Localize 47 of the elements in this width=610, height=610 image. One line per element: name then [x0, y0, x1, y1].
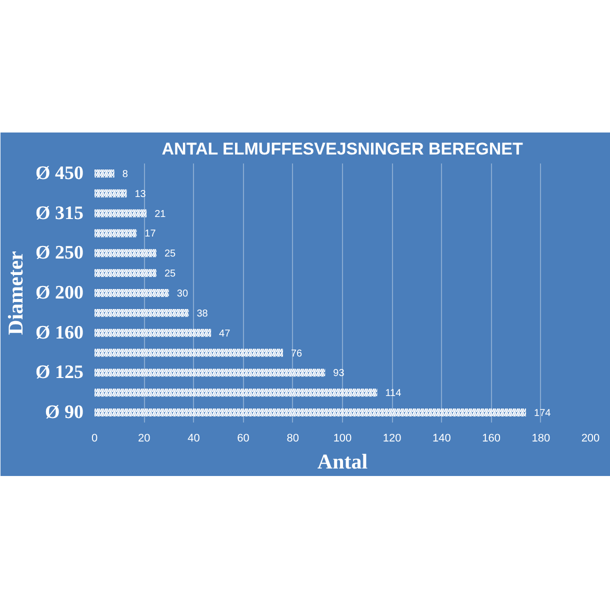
- bar: [94, 368, 326, 377]
- bar: [94, 388, 378, 397]
- bar: [94, 269, 156, 278]
- bar: [94, 408, 526, 417]
- data-label: 25: [164, 248, 176, 260]
- data-label: 21: [154, 208, 166, 220]
- x-tick-label: 200: [581, 432, 600, 444]
- x-tick-label: 20: [138, 432, 150, 444]
- x-tick-label: 100: [333, 432, 352, 444]
- data-label: 25: [164, 268, 176, 280]
- x-axis-title: Antal: [317, 450, 368, 474]
- data-label: 13: [134, 188, 146, 200]
- bar: [94, 229, 137, 238]
- y-tick-label: Ø 160: [35, 322, 84, 344]
- data-label: 8: [122, 168, 128, 180]
- x-tick-label: 80: [286, 432, 300, 444]
- data-label: 17: [144, 228, 156, 240]
- data-label: 76: [290, 348, 303, 360]
- bar: [94, 289, 169, 297]
- bar: [94, 348, 283, 357]
- data-label: 114: [385, 388, 402, 400]
- x-tick-label: 140: [432, 432, 451, 444]
- data-label: 38: [196, 308, 208, 320]
- y-axis-title: Diameter: [3, 251, 28, 335]
- y-tick-label: Ø 450: [35, 162, 84, 184]
- x-tick-label: 0: [91, 432, 98, 444]
- bar: [94, 169, 114, 178]
- bar: [94, 189, 127, 198]
- bar: [94, 308, 189, 317]
- y-tick-label: Ø 125: [35, 362, 84, 384]
- chart-title: ANTAL ELMUFFESVEJSNINGER BEREGNET: [162, 140, 524, 158]
- data-label: 93: [333, 368, 345, 380]
- x-tick-label: 40: [188, 432, 200, 444]
- y-tick-label: Ø 90: [44, 402, 84, 424]
- data-label: 47: [219, 328, 231, 340]
- y-tick-label: Ø 250: [35, 242, 84, 264]
- bar: [94, 249, 156, 258]
- x-tick-label: 120: [382, 432, 402, 444]
- y-tick-label: Ø 200: [35, 282, 84, 304]
- bar: [94, 209, 147, 218]
- x-tick-label: 60: [237, 432, 250, 444]
- data-label: 30: [176, 288, 188, 300]
- y-tick-label: Ø 315: [35, 202, 84, 224]
- x-tick-label: 180: [532, 432, 550, 444]
- bar: [94, 328, 212, 337]
- x-tick-label: 160: [482, 432, 500, 444]
- data-label: 174: [534, 408, 552, 420]
